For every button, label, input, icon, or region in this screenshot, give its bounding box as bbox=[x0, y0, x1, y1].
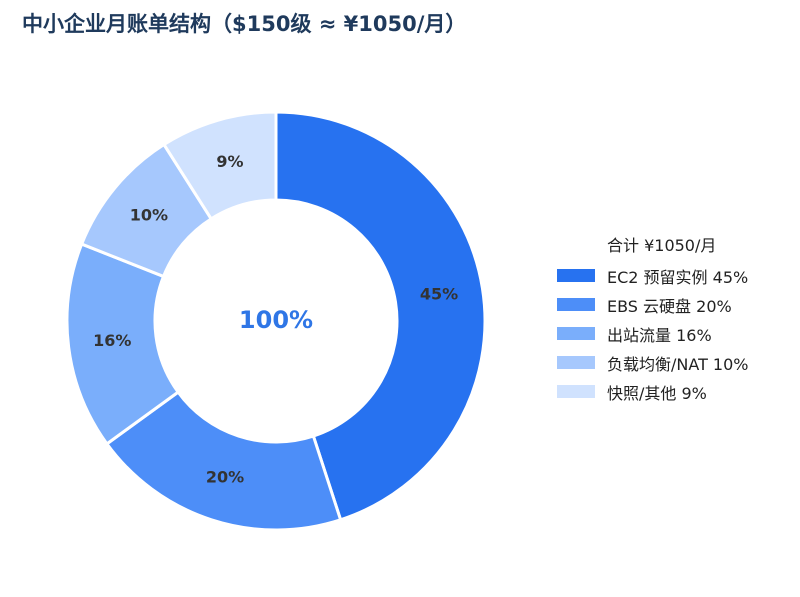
donut-slice-1 bbox=[104, 390, 343, 532]
chart-title: 中小企业月账单结构（$150级 ≈ ¥1050/月） bbox=[22, 12, 467, 36]
slice-label-1: 20% bbox=[206, 467, 244, 486]
legend-item-2: 出站流量 16% bbox=[557, 319, 749, 348]
center-total-label: 100% bbox=[239, 306, 313, 334]
legend-label: 出站流量 16% bbox=[607, 325, 712, 345]
legend-label: EBS 云硬盘 20% bbox=[607, 296, 732, 316]
slice-label-4: 9% bbox=[216, 152, 243, 171]
slice-label-0: 45% bbox=[420, 285, 458, 304]
donut-slice-4 bbox=[161, 110, 278, 221]
legend-label: EC2 预留实例 45% bbox=[607, 267, 749, 287]
legend-item-3: 负载均衡/NAT 10% bbox=[557, 348, 749, 377]
legend-swatch bbox=[557, 385, 595, 398]
legend: 合计 ¥1050/月 EC2 预留实例 45% EBS 云硬盘 20% 出站流量 1… bbox=[557, 235, 749, 406]
legend-item-4: 快照/其他 9% bbox=[557, 377, 749, 406]
legend-label: 快照/其他 9% bbox=[607, 383, 707, 403]
legend-item-1: EBS 云硬盘 20% bbox=[557, 290, 749, 319]
slice-label-2: 16% bbox=[93, 331, 131, 350]
legend-swatch bbox=[557, 356, 595, 369]
legend-title: 合计 ¥1050/月 bbox=[607, 236, 717, 255]
legend-swatch bbox=[557, 327, 595, 340]
legend-swatch bbox=[557, 298, 595, 311]
legend-label: 负载均衡/NAT 10% bbox=[607, 354, 749, 374]
legend-swatch bbox=[557, 269, 595, 282]
donut-slice-0 bbox=[274, 110, 487, 522]
legend-item-0: EC2 预留实例 45% bbox=[557, 261, 749, 290]
slice-label-3: 10% bbox=[130, 205, 168, 224]
